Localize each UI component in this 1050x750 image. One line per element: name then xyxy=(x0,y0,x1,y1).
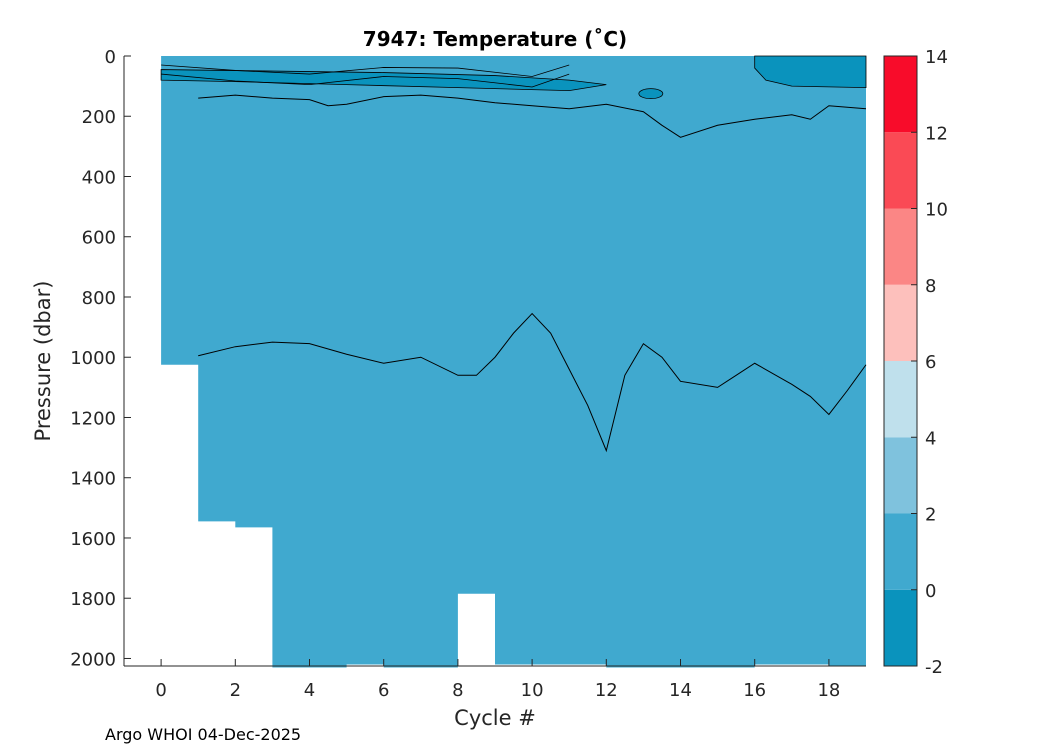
y-tick-label: 400 xyxy=(82,167,116,188)
plot-area xyxy=(123,55,867,668)
colorbar-tick-label: 2 xyxy=(925,505,936,526)
x-tick-label: 4 xyxy=(304,680,315,701)
colorbar-segment xyxy=(884,208,917,285)
surface-contour-1 xyxy=(161,64,570,77)
x-tick-label: 2 xyxy=(230,680,241,701)
colorbar-segment xyxy=(884,361,917,438)
colorbar-segment xyxy=(884,437,917,514)
y-tick-label: 1400 xyxy=(70,469,116,490)
y-tick-label: 600 xyxy=(82,228,116,249)
upper-contour-line xyxy=(198,94,867,138)
cold-lens-small xyxy=(638,88,664,100)
x-tick-label: 6 xyxy=(378,680,389,701)
x-tick-label: 0 xyxy=(155,680,166,701)
y-tick-label: 1800 xyxy=(70,589,116,610)
contour-1c-line xyxy=(198,312,867,453)
colorbar-tick-label: 12 xyxy=(925,123,948,144)
cold-lens-upper-right xyxy=(754,55,867,89)
x-tick-label: 16 xyxy=(743,680,766,701)
y-tick-label: 2000 xyxy=(70,649,116,670)
colorbar-tick-label: 10 xyxy=(925,200,948,221)
credit-text: Argo WHOI 04-Dec-2025 xyxy=(105,725,302,744)
chart-title: 7947: Temperature (˚C) xyxy=(363,27,627,51)
y-axis-label: Pressure (dbar) xyxy=(31,281,55,442)
colorbar-segment xyxy=(884,589,917,666)
y-tick-label: 0 xyxy=(105,47,116,68)
colorbar-tick-label: 6 xyxy=(925,352,936,373)
y-tick-label: 1600 xyxy=(70,529,116,550)
cold-lens-upper-left xyxy=(160,69,607,92)
y-tick-label: 200 xyxy=(82,107,116,128)
x-axis: 0 2 4 6 8 10 12 14 16 18 xyxy=(155,659,840,701)
colorbar-tick-label: -2 xyxy=(925,657,943,678)
x-tick-label: 10 xyxy=(521,680,544,701)
colorbar-segment xyxy=(884,284,917,361)
x-tick-label: 14 xyxy=(669,680,692,701)
colorbar-tick-label: 4 xyxy=(925,428,936,449)
y-tick-label: 800 xyxy=(82,288,116,309)
colorbar: -2 0 2 4 6 8 10 12 14 xyxy=(883,47,948,678)
colorbar-tick-label: 14 xyxy=(925,47,948,68)
y-tick-label: 1000 xyxy=(70,348,116,369)
y-axis: 0 200 400 600 800 1000 1200 1400 1600 1800 2000 xyxy=(70,47,131,670)
colorbar-tick-label: 8 xyxy=(925,276,936,297)
x-tick-label: 12 xyxy=(595,680,618,701)
x-axis-label: Cycle # xyxy=(454,706,536,730)
colorbar-segment xyxy=(884,513,917,590)
x-tick-label: 8 xyxy=(452,680,463,701)
colorbar-segment xyxy=(884,56,917,133)
colorbar-segment xyxy=(884,132,917,209)
fill-band-0-2 xyxy=(161,56,867,668)
y-tick-label: 1200 xyxy=(70,408,116,429)
colorbar-tick-label: 0 xyxy=(925,581,936,602)
surface-contour-2 xyxy=(161,73,570,88)
x-tick-label: 18 xyxy=(817,680,840,701)
